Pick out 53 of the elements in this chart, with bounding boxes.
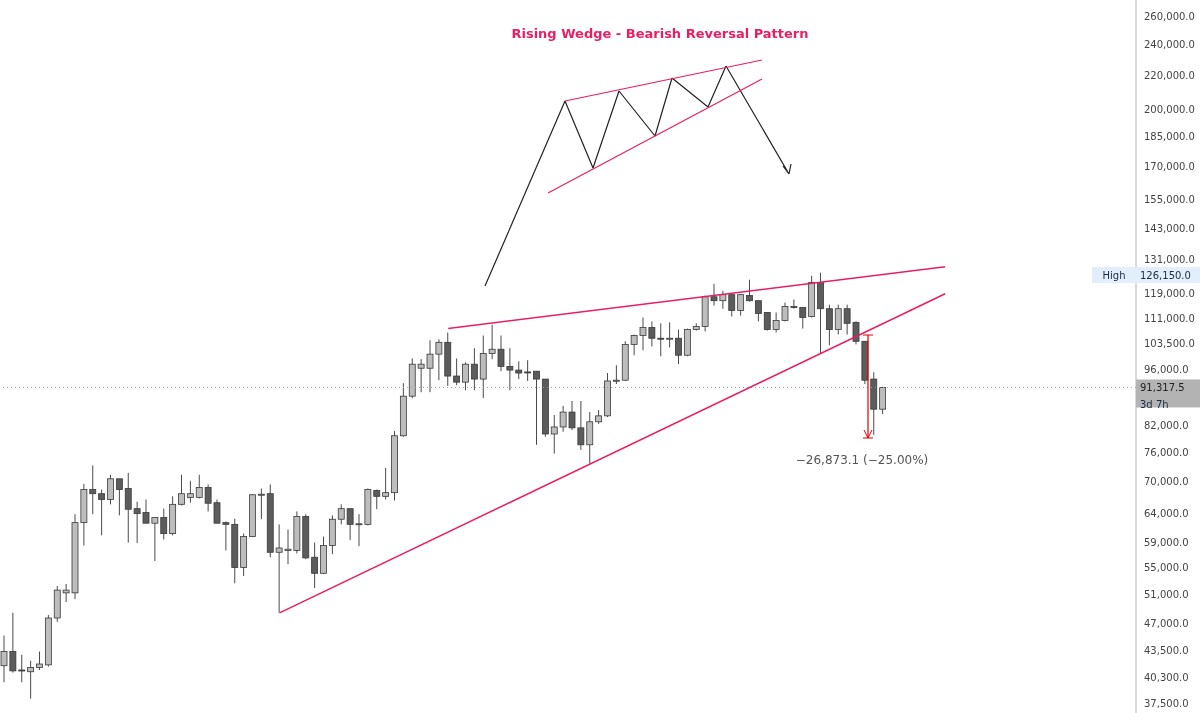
candlestick [382,467,390,501]
y-tick-label: 119,000.0 [1144,288,1195,300]
candlestick [453,357,461,386]
candlestick [462,361,469,391]
y-tick-label: 96,000.0 [1144,364,1189,376]
candlestick [879,386,887,415]
y-tick-label: 70,000.0 [1144,476,1189,488]
y-tick-label: 131,000.0 [1144,253,1195,265]
candlestick [612,364,620,385]
y-tick-label: 51,000.0 [1144,588,1189,600]
candlestick [533,370,540,446]
y-tick-label: 40,300.0 [1144,672,1189,684]
text: 3d 7h [1140,399,1169,410]
candlestick [470,347,478,391]
y-tick-label: 185,000.0 [1144,131,1195,143]
candlestick [666,321,674,348]
y-tick-label: 220,000.0 [1144,69,1195,81]
ref-line-label: 91,317.5 [1140,382,1185,394]
y-tick-label: 59,000.0 [1144,537,1189,549]
text: 126,150.0 [1140,270,1191,281]
candlestick [36,651,43,671]
y-tick-label: 170,000.0 [1144,161,1195,173]
y-tick-label: 200,000.0 [1144,103,1195,115]
y-tick-label: 76,000.0 [1144,447,1189,459]
candlestick [737,294,745,317]
y-tick-label: 155,000.0 [1144,194,1195,206]
candlestick [107,474,114,505]
text: Rising Wedge - Bearish Reversal Pattern [511,26,809,41]
candlestick [257,487,265,520]
y-tick-label: 37,500.0 [1144,697,1189,709]
candlestick [524,359,532,382]
candlestick [754,300,762,322]
y-tick-label: 47,000.0 [1144,617,1189,629]
y-tick-label: 82,000.0 [1144,420,1189,432]
y-tick-label: 260,000.0 [1144,10,1195,22]
y-tick-label: 64,000.0 [1144,508,1189,520]
candlestick [746,279,753,303]
candlestick [98,489,106,536]
annotation: High [1102,270,1126,281]
candlestick [675,329,682,365]
y-tick-label: 55,000.0 [1144,562,1189,573]
candlestick [186,480,194,504]
annotation: −26,873.1 (−25.00%) [795,453,929,467]
candlestick [311,542,319,589]
candlestick [115,478,123,516]
y-tick-label: 143,000.0 [1144,222,1195,234]
y-tick-label: 43,500.0 [1144,645,1189,657]
y-tick-label: 111,000.0 [1144,312,1195,324]
candlestick [27,660,35,700]
candlestick [178,474,185,506]
y-tick-label: 240,000.0 [1144,38,1195,50]
candlestick [825,304,833,346]
y-tick-label: 103,500.0 [1144,337,1195,349]
